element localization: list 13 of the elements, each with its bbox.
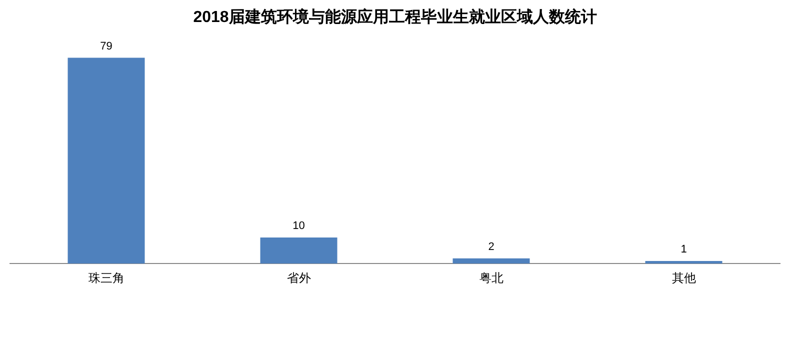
x-tick-label: 粤北 xyxy=(479,271,504,286)
x-tick-label: 珠三角 xyxy=(88,271,124,286)
bar xyxy=(645,260,722,264)
bar xyxy=(68,58,145,264)
x-tick-label: 省外 xyxy=(286,271,311,286)
x-tick-label: 其他 xyxy=(672,271,696,286)
bar xyxy=(452,258,530,264)
data-label: 1 xyxy=(680,244,687,256)
bar xyxy=(260,238,338,264)
data-label: 10 xyxy=(292,220,305,232)
data-label: 79 xyxy=(100,40,112,52)
chart-title: 2018届建筑环境与能源应用工程毕业生就业区域人数统计 xyxy=(193,7,597,26)
data-label: 2 xyxy=(488,240,494,253)
